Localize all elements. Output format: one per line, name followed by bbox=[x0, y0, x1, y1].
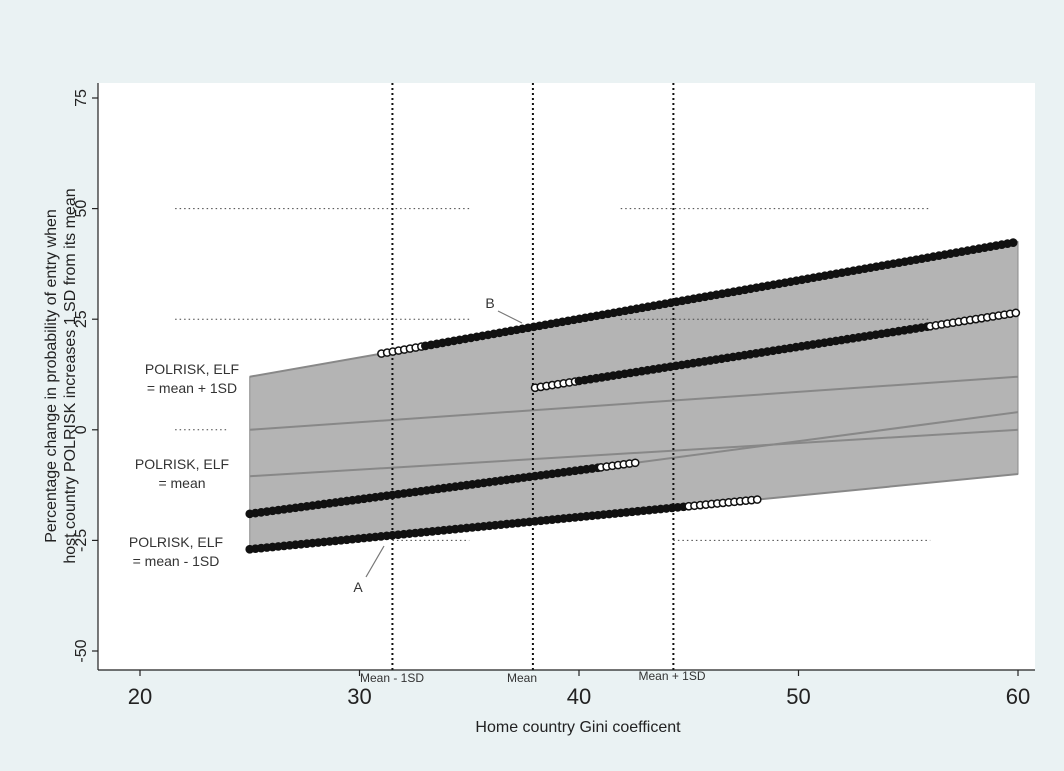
markers-layer bbox=[245, 238, 1021, 554]
annotation-mean-minus-1sd-line1: POLRISK, ELF bbox=[129, 534, 223, 550]
vline-label-mean-minus-1sd: Mean - 1SD bbox=[360, 671, 424, 685]
y-tick-label: -25 bbox=[73, 529, 90, 552]
x-tick-label: 20 bbox=[128, 684, 152, 709]
y-tick-label: 50 bbox=[73, 200, 90, 218]
y-tick-label: -50 bbox=[73, 639, 90, 662]
insignificant-marker-s2 bbox=[1011, 308, 1021, 318]
reference-lines-layer bbox=[175, 208, 931, 541]
insignificant-marker-s5 bbox=[630, 458, 640, 468]
x-tick-label: 30 bbox=[347, 684, 371, 709]
series-line-4 bbox=[249, 428, 1019, 478]
annotation-mean-plus-1sd-line2: = mean + 1SD bbox=[147, 380, 237, 396]
y-axis-title-line-1: Percentage change in probability of entr… bbox=[43, 209, 60, 543]
y-tick-label: 0 bbox=[73, 425, 90, 434]
y-axis-title-line-2: host country POLRISK increases 1 SD from… bbox=[62, 188, 79, 563]
x-tick-label: 50 bbox=[786, 684, 810, 709]
x-tick-label: 60 bbox=[1006, 684, 1030, 709]
annotation-A: A bbox=[353, 579, 363, 595]
annotation-A-pointer bbox=[365, 545, 385, 578]
x-axis-title: Home country Gini coefficent bbox=[475, 719, 681, 736]
annotation-mean-minus-1sd-line2: = mean - 1SD bbox=[133, 553, 220, 569]
y-tick-label: 75 bbox=[73, 89, 90, 107]
series-line-3 bbox=[249, 375, 1019, 431]
insignificant-marker-s6 bbox=[752, 495, 762, 504]
axes-layer: -50 -25 0 25 50 75 20 30 40 50 60 bbox=[73, 83, 1035, 709]
vline-label-mean: Mean bbox=[507, 671, 537, 685]
significant-marker-s1 bbox=[1008, 238, 1018, 247]
annotation-B: B bbox=[485, 295, 494, 311]
y-tick-label: 25 bbox=[73, 310, 90, 328]
annotation-B-pointer bbox=[497, 310, 523, 324]
vline-label-mean-plus-1sd: Mean + 1SD bbox=[638, 669, 705, 683]
annotation-mean-line2: = mean bbox=[158, 475, 205, 491]
x-tick-label: 40 bbox=[567, 684, 591, 709]
annotation-mean-line1: POLRISK, ELF bbox=[135, 456, 229, 472]
annotation-mean-plus-1sd-line1: POLRISK, ELF bbox=[145, 361, 239, 377]
